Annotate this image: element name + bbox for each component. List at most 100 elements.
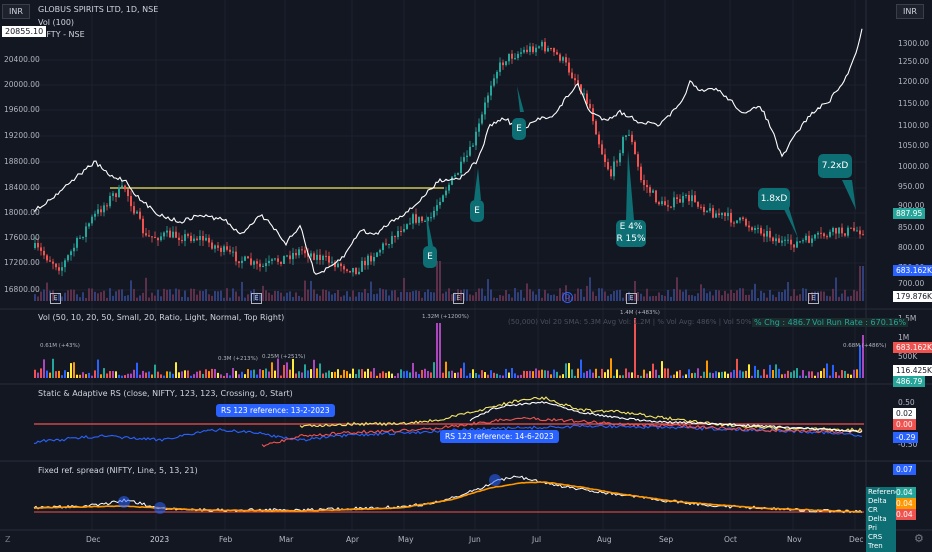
candle-body	[613, 161, 615, 177]
candle-body	[766, 230, 768, 237]
vol-panel-bar	[433, 362, 435, 378]
left-axis-label: 20400.00	[4, 55, 40, 64]
earnings-callout-detail[interactable]: E 4% R 15%	[616, 220, 646, 247]
candle-body	[634, 142, 636, 155]
candle-body	[763, 233, 765, 237]
volume-bar	[208, 294, 210, 301]
candle-body	[724, 212, 726, 217]
earnings-callout[interactable]: E	[470, 200, 484, 222]
volume-bar	[274, 290, 276, 301]
candle-body	[679, 199, 681, 203]
earnings-marker[interactable]: E	[50, 293, 61, 304]
volume-bar	[595, 295, 597, 301]
candle-body	[553, 48, 555, 53]
vol-panel-bar	[499, 375, 501, 378]
volume-bar	[289, 291, 291, 301]
candle-body	[280, 261, 282, 264]
ratio-callout[interactable]: 1.8xD	[758, 188, 790, 210]
vol-panel-bar	[298, 371, 300, 378]
vol-panel-bar	[373, 368, 375, 378]
earnings-marker[interactable]: E	[626, 293, 637, 304]
volume-bar	[757, 297, 759, 301]
candle-body	[184, 234, 186, 241]
volume-bar	[532, 291, 534, 301]
candle-body	[493, 78, 495, 86]
pct-chg-box: % Chg : 486.78%	[752, 318, 826, 327]
candle-body	[175, 231, 177, 238]
candle-body	[91, 216, 93, 224]
candle-body	[670, 206, 672, 208]
compare-legend[interactable]: NIFTY - NSE	[38, 30, 85, 39]
callout-pointer	[426, 212, 433, 246]
vol-panel-bar	[778, 368, 780, 378]
timezone-icon[interactable]: Z	[5, 535, 11, 544]
vol-panel-bar	[526, 371, 528, 378]
vol-panel-bar	[559, 375, 561, 378]
dividend-marker[interactable]: D	[562, 292, 573, 303]
volume-bar	[433, 292, 435, 301]
currency-button[interactable]: INR	[2, 4, 30, 19]
candle-body	[385, 243, 387, 245]
volume-bar	[238, 296, 240, 301]
settings-gear-icon[interactable]: ⚙	[914, 532, 924, 545]
vol-panel-bar	[73, 362, 75, 378]
earnings-marker[interactable]: E	[453, 293, 464, 304]
candle-body	[364, 260, 366, 266]
candle-body	[367, 255, 369, 266]
candle-body	[439, 201, 441, 206]
volume-bar	[616, 290, 618, 301]
earnings-marker[interactable]: E	[808, 293, 819, 304]
rs-panel-legend[interactable]: Static & Adaptive RS (close, NIFTY, 123,…	[38, 389, 293, 398]
callout-pointer	[782, 205, 798, 238]
candle-body	[682, 196, 684, 203]
vol-panel-bar	[307, 370, 309, 378]
currency-right-button[interactable]: INR	[896, 4, 924, 19]
vol-panel-bar	[430, 372, 432, 378]
spread-panel-legend[interactable]: Fixed ref. spread (NIFTY, Line, 5, 13, 2…	[38, 466, 198, 475]
volume-bar	[148, 297, 150, 301]
volume-bar	[163, 288, 165, 301]
rs-axis-label: -0.50	[898, 440, 918, 449]
candle-body	[322, 255, 324, 260]
volume-bar	[310, 280, 312, 301]
volume-bar	[244, 297, 246, 301]
volume-bar	[640, 293, 642, 301]
candle-body	[196, 238, 198, 240]
vol-panel-bar	[244, 374, 246, 378]
volume-bar	[475, 292, 477, 301]
candle-body	[124, 185, 126, 190]
volume-bar	[631, 295, 633, 301]
volume-bar	[439, 261, 441, 301]
vol-panel-bar	[751, 375, 753, 378]
symbol-title[interactable]: GLOBUS SPIRITS LTD, 1D, NSE	[38, 5, 159, 14]
vol-panel-bar	[769, 364, 771, 378]
vol-panel-bar	[385, 372, 387, 378]
vol-panel-bar	[166, 371, 168, 378]
earnings-marker[interactable]: E	[251, 293, 262, 304]
candle-body	[859, 230, 861, 235]
earnings-callout[interactable]: E	[512, 118, 526, 140]
volume-bar	[370, 281, 372, 301]
candle-body	[475, 131, 477, 146]
earnings-callout[interactable]: E	[423, 246, 437, 268]
candle-body	[649, 187, 651, 193]
vol-panel-legend[interactable]: Vol (50, 10, 20, 50, Small, 20, Ratio, L…	[38, 313, 285, 322]
vol-panel-bar	[199, 370, 201, 378]
volume-bar	[46, 282, 48, 301]
volume-bar	[505, 290, 507, 301]
volume-bar	[682, 291, 684, 301]
last-price-tag: 887.95	[893, 208, 926, 219]
vol-panel-bar	[133, 369, 135, 378]
volume-bar	[58, 292, 60, 301]
candle-body	[826, 236, 828, 238]
vol-panel-bar	[85, 374, 87, 378]
candle-body	[106, 205, 108, 207]
candle-body	[436, 205, 438, 211]
vol-panel-bar	[118, 374, 120, 378]
vol-panel-bar	[646, 373, 648, 378]
vol-panel-bar	[232, 368, 234, 378]
volume-legend[interactable]: Vol (100)	[38, 18, 75, 27]
vol-panel-bar	[595, 368, 597, 378]
ratio-callout[interactable]: 7.2xD	[818, 154, 852, 178]
